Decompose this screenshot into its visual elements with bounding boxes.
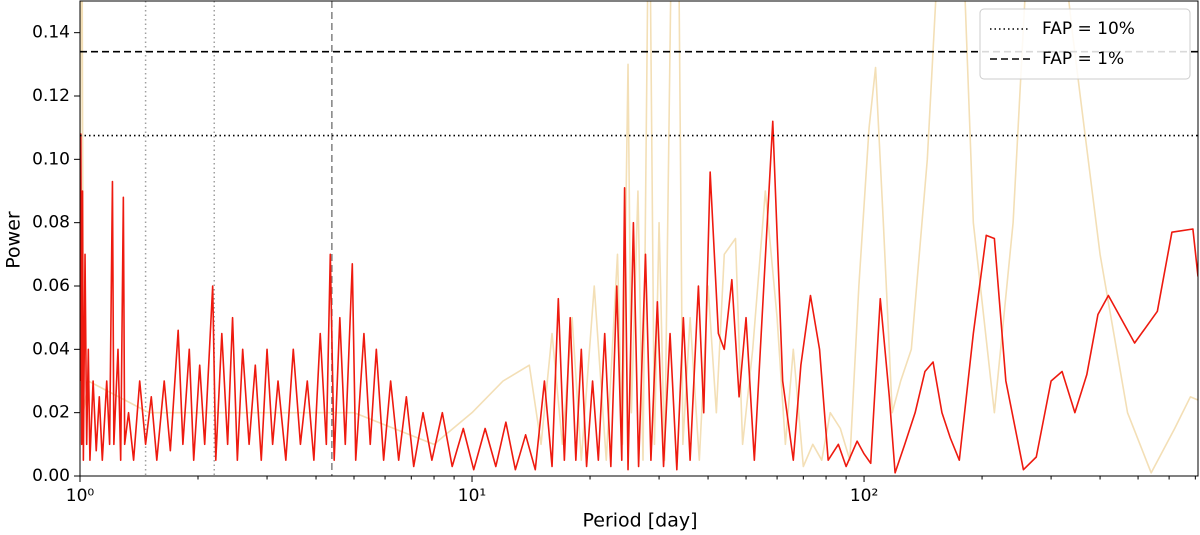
legend-label: FAP = 1% [1042, 49, 1124, 69]
y-tick-label: 0.12 [32, 86, 70, 106]
y-tick-label: 0.10 [32, 149, 70, 169]
y-axis-label: Power [3, 211, 25, 269]
y-tick-label: 0.02 [32, 403, 70, 423]
y-tick-label: 0.08 [32, 213, 70, 233]
y-tick-label: 0.00 [32, 466, 70, 486]
axes-frame [79, 0, 1199, 477]
y-tick-label: 0.06 [32, 276, 70, 296]
y-tick-label: 0.14 [32, 23, 70, 43]
plot-area [80, 1, 1198, 476]
x-tick-label: 10² [850, 486, 878, 506]
series-line [80, 120, 1198, 474]
x-axis-label: Period [day] [582, 510, 697, 532]
series-line [80, 1, 1198, 474]
x-tick-label: 10⁰ [66, 486, 95, 506]
legend-box [979, 8, 1191, 80]
legend-label: FAP = 10% [1042, 19, 1135, 39]
x-tick-label: 10¹ [458, 486, 486, 506]
y-tick-label: 0.04 [32, 339, 70, 359]
